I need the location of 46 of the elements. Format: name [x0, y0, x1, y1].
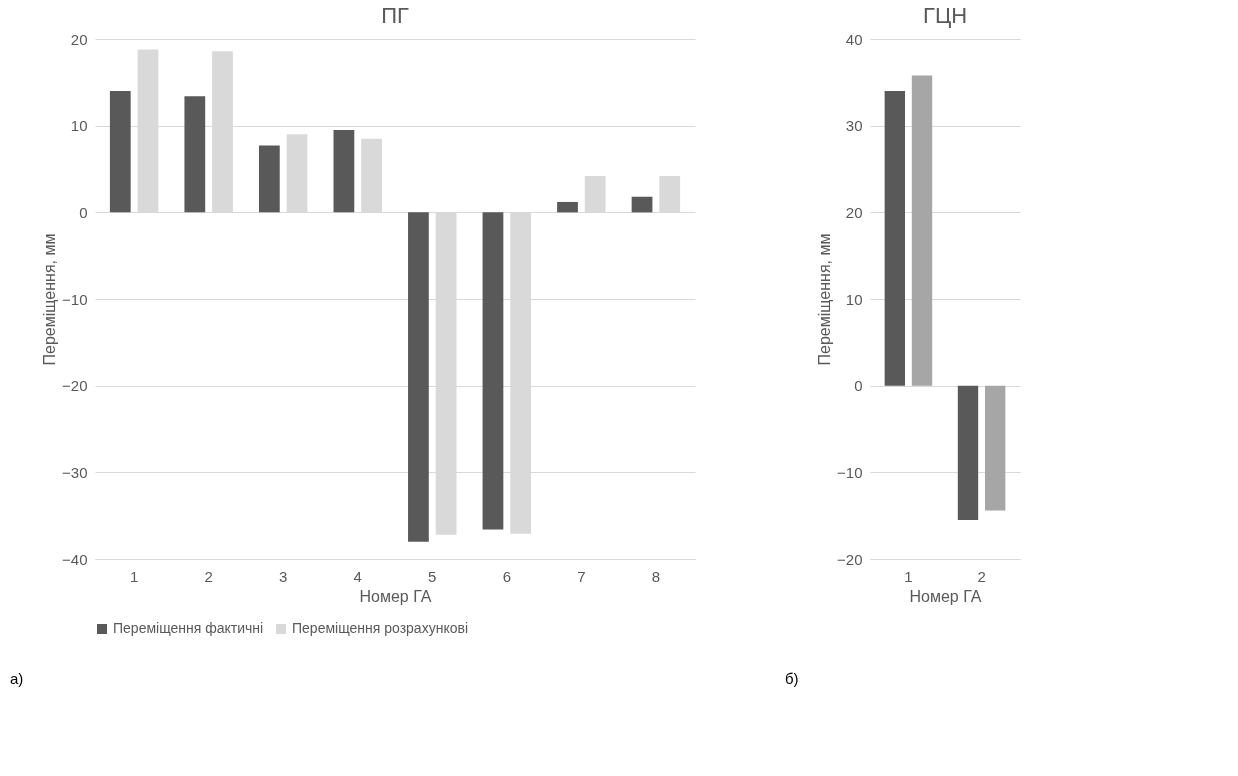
y-tick-label: 40	[845, 30, 863, 48]
y-tick-label: −20	[62, 377, 88, 395]
y-tick-label: 10	[70, 117, 88, 135]
x-tick-label: 8	[651, 567, 661, 585]
text: б)	[785, 670, 799, 687]
bar	[884, 91, 906, 386]
bar	[557, 201, 578, 213]
y-tick-label: −10	[837, 463, 863, 481]
chart-title: ГЦН	[922, 3, 968, 28]
x-tick-label: 6	[502, 567, 511, 585]
y-tick-label: −30	[62, 463, 88, 481]
x-tick-label: 5	[428, 567, 437, 585]
bar	[911, 75, 933, 386]
x-tick-label: 4	[353, 567, 362, 585]
x-tick-label: 2	[204, 567, 213, 585]
bar	[631, 196, 653, 213]
x-tick-label: 1	[129, 567, 139, 585]
x-tick-label: 1	[904, 567, 913, 585]
bar	[333, 130, 355, 213]
y-tick-label: 10	[845, 290, 863, 308]
y-tick-label: 30	[845, 117, 863, 135]
x-axis-title: Номер ГА	[909, 587, 982, 605]
y-axis-title: Переміщення, мм	[816, 233, 834, 366]
bar	[258, 145, 280, 213]
text: а)	[10, 670, 24, 687]
y-axis-title: Переміщення, мм	[41, 233, 59, 366]
x-tick-label: 7	[577, 567, 586, 585]
y-tick-label: −10	[62, 290, 88, 308]
x-tick-label: 3	[279, 567, 288, 585]
legend-label: Переміщення фактичні	[113, 620, 264, 636]
x-axis-title: Номер ГА	[359, 587, 432, 605]
y-tick-label: 0	[854, 377, 863, 395]
y-tick-label: 20	[70, 30, 88, 48]
bar	[109, 91, 131, 213]
legend-label: Переміщення розрахункові	[292, 620, 468, 636]
y-tick-label: −20	[837, 550, 863, 568]
bar	[408, 212, 429, 542]
chart-title: ПГ	[381, 3, 409, 28]
y-tick-label: 0	[79, 203, 88, 221]
bar	[184, 96, 206, 213]
bar	[984, 385, 1006, 511]
y-tick-label: −40	[62, 550, 88, 568]
bar	[957, 385, 979, 520]
x-tick-label: 2	[977, 567, 986, 585]
bar	[482, 212, 504, 530]
y-tick-label: 20	[845, 203, 863, 221]
